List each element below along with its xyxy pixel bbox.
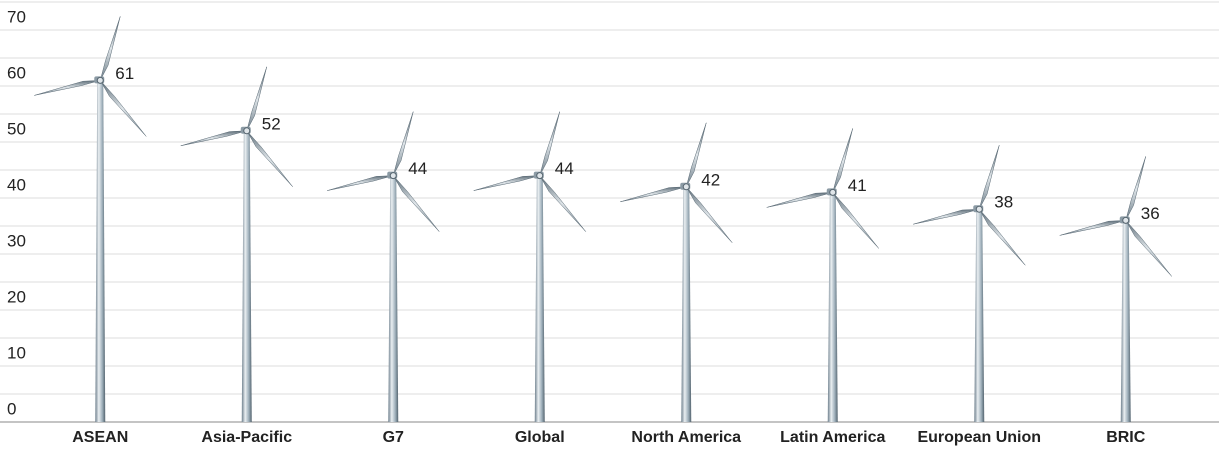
tower <box>241 130 252 423</box>
blade <box>979 209 1026 266</box>
blade <box>327 175 394 191</box>
blade <box>246 66 267 131</box>
turbine <box>913 145 1026 422</box>
turbine <box>1059 156 1172 422</box>
blade <box>979 145 1000 210</box>
y-tick-label: 30 <box>7 231 26 250</box>
x-tick-label: Asia-Pacific <box>201 429 292 446</box>
blade <box>100 80 147 137</box>
value-label: 38 <box>994 193 1013 212</box>
tower <box>1120 220 1131 422</box>
x-tick-label: ASEAN <box>72 429 128 446</box>
turbine <box>34 16 147 423</box>
blade <box>832 128 853 193</box>
turbine <box>327 111 440 422</box>
blade <box>913 208 980 225</box>
hub <box>829 188 837 196</box>
value-label: 42 <box>701 170 720 189</box>
blade <box>539 175 586 232</box>
tower <box>534 175 545 422</box>
blade <box>1125 156 1146 221</box>
blade <box>1125 220 1172 277</box>
hub <box>389 172 397 180</box>
x-tick-label: Global <box>515 429 565 446</box>
tower <box>827 192 838 422</box>
blade <box>34 80 101 96</box>
hub <box>243 127 251 135</box>
turbine <box>766 128 879 422</box>
x-tick-label: European Union <box>917 429 1041 446</box>
value-label: 36 <box>1141 204 1160 223</box>
blade <box>832 192 879 249</box>
blade <box>686 122 707 187</box>
blade <box>180 130 247 147</box>
y-tick-label: 20 <box>7 287 26 306</box>
hub <box>975 205 983 213</box>
blade <box>620 186 687 203</box>
y-tick-label: 70 <box>7 7 26 26</box>
x-tick-label: North America <box>631 429 741 446</box>
y-tick-label: 10 <box>7 343 26 362</box>
value-label: 61 <box>115 64 134 83</box>
turbine <box>473 111 586 422</box>
blade <box>1059 220 1126 236</box>
blade <box>100 16 121 81</box>
x-tick-label: BRIC <box>1106 429 1146 446</box>
hub <box>1122 216 1130 224</box>
blade <box>686 186 733 243</box>
tower <box>974 209 985 422</box>
blade <box>766 192 833 208</box>
x-tick-label: Latin America <box>780 429 885 446</box>
tower <box>388 175 399 422</box>
x-tick-label: G7 <box>383 429 404 446</box>
value-label: 41 <box>848 176 867 195</box>
tower <box>681 186 692 422</box>
blade <box>473 175 540 191</box>
blade <box>246 130 293 187</box>
hub <box>536 172 544 180</box>
y-tick-label: 60 <box>7 63 26 82</box>
value-label: 44 <box>555 159 574 178</box>
y-tick-label: 50 <box>7 119 26 138</box>
value-label: 52 <box>262 114 281 133</box>
value-label: 44 <box>408 159 427 178</box>
blade <box>393 111 414 176</box>
blade <box>393 175 440 232</box>
turbine <box>620 122 733 422</box>
y-tick-label: 0 <box>7 399 16 418</box>
turbine <box>180 66 293 423</box>
tower <box>95 80 106 423</box>
hub <box>96 76 104 84</box>
y-tick-label: 40 <box>7 175 26 194</box>
blade <box>539 111 560 176</box>
hub <box>682 183 690 191</box>
